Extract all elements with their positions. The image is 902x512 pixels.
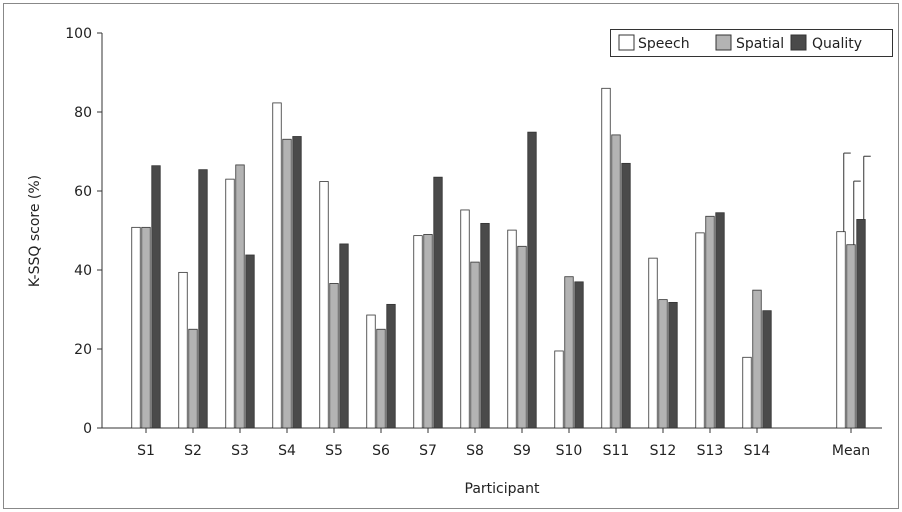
x-tick-label: S14 bbox=[744, 443, 771, 459]
legend-box bbox=[610, 29, 893, 57]
bar-spatial-s5 bbox=[329, 283, 339, 429]
bar-quality-s4 bbox=[292, 136, 302, 429]
x-tick-label: Mean bbox=[832, 443, 870, 459]
bar-quality-s3 bbox=[245, 254, 255, 429]
bar-quality-s5 bbox=[339, 243, 349, 429]
x-tick-label: S13 bbox=[697, 443, 724, 459]
bar-spatial-s9 bbox=[517, 245, 527, 429]
bar-spatial-s8 bbox=[470, 261, 480, 429]
bar-quality-s11 bbox=[621, 162, 631, 429]
bar-spatial-s1 bbox=[141, 226, 151, 429]
bar-speech-s11 bbox=[601, 87, 611, 429]
bar-quality-s10 bbox=[574, 281, 584, 429]
x-tick-label: S8 bbox=[466, 443, 484, 459]
y-tick-label: 60 bbox=[74, 184, 92, 200]
bar-spatial-s10 bbox=[564, 276, 574, 429]
bar-spatial-s3 bbox=[235, 164, 245, 429]
bar-speech-s14 bbox=[742, 356, 752, 429]
bar-spatial-mean bbox=[846, 244, 856, 429]
x-tick-label: S10 bbox=[556, 443, 583, 459]
bar-speech-s6 bbox=[366, 314, 376, 429]
bar-spatial-s4 bbox=[282, 138, 292, 429]
bar-quality-s6 bbox=[386, 303, 396, 429]
bar-speech-s1 bbox=[131, 226, 141, 429]
x-axis-label: Participant bbox=[465, 481, 540, 497]
bar-quality-s7 bbox=[433, 176, 443, 429]
bar-speech-s12 bbox=[648, 257, 658, 429]
bar-speech-s13 bbox=[695, 232, 705, 429]
x-tick-label: S4 bbox=[278, 443, 296, 459]
legend-label-spatial: Spatial bbox=[736, 36, 784, 52]
legend-label-quality: Quality bbox=[812, 36, 862, 52]
x-tick-label: S11 bbox=[603, 443, 630, 459]
bar-spatial-s2 bbox=[188, 328, 198, 429]
bar-quality-s1 bbox=[151, 165, 161, 429]
y-axis-label: K-SSQ score (%) bbox=[27, 175, 43, 287]
bar-speech-s4 bbox=[272, 102, 282, 429]
bar-speech-s5 bbox=[319, 181, 329, 429]
legend-swatch-speech bbox=[618, 34, 635, 51]
bar-spatial-s7 bbox=[423, 234, 433, 429]
bar-spatial-s12 bbox=[658, 299, 668, 429]
bar-quality-s2 bbox=[198, 169, 208, 429]
x-tick-label: S7 bbox=[419, 443, 437, 459]
y-tick-label: 100 bbox=[65, 26, 92, 42]
bar-speech-s3 bbox=[225, 178, 235, 429]
bar-quality-s14 bbox=[762, 310, 772, 429]
bar-spatial-s11 bbox=[611, 134, 621, 429]
bar-speech-s10 bbox=[554, 350, 564, 429]
x-tick-label: S2 bbox=[184, 443, 202, 459]
bar-spatial-s6 bbox=[376, 328, 386, 429]
legend-swatch-spatial bbox=[715, 34, 732, 51]
bar-speech-s7 bbox=[413, 235, 423, 429]
legend-label-speech: Speech bbox=[638, 36, 690, 52]
x-tick-label: S5 bbox=[325, 443, 343, 459]
y-tick-label: 20 bbox=[74, 342, 92, 358]
legend-swatch-quality bbox=[790, 34, 807, 51]
x-tick-label: S9 bbox=[513, 443, 531, 459]
bar-quality-s13 bbox=[715, 212, 725, 429]
bar-quality-mean bbox=[856, 219, 866, 429]
bar-quality-s8 bbox=[480, 222, 490, 429]
bar-quality-s12 bbox=[668, 301, 678, 429]
x-tick-label: S1 bbox=[137, 443, 155, 459]
bar-speech-s8 bbox=[460, 209, 470, 429]
y-tick-label: 40 bbox=[74, 263, 92, 279]
y-tick-label: 80 bbox=[74, 105, 92, 121]
y-tick-label: 0 bbox=[83, 421, 92, 437]
x-tick-label: S3 bbox=[231, 443, 249, 459]
bar-spatial-s14 bbox=[752, 289, 762, 429]
bar-speech-s2 bbox=[178, 271, 188, 429]
bar-quality-s9 bbox=[527, 131, 537, 429]
x-tick-label: S6 bbox=[372, 443, 390, 459]
legend: Speech Spatial Quality bbox=[610, 29, 893, 57]
bar-speech-s9 bbox=[507, 229, 517, 429]
bar-spatial-s13 bbox=[705, 215, 715, 429]
bar-speech-mean bbox=[836, 231, 846, 429]
x-tick-label: S12 bbox=[650, 443, 677, 459]
